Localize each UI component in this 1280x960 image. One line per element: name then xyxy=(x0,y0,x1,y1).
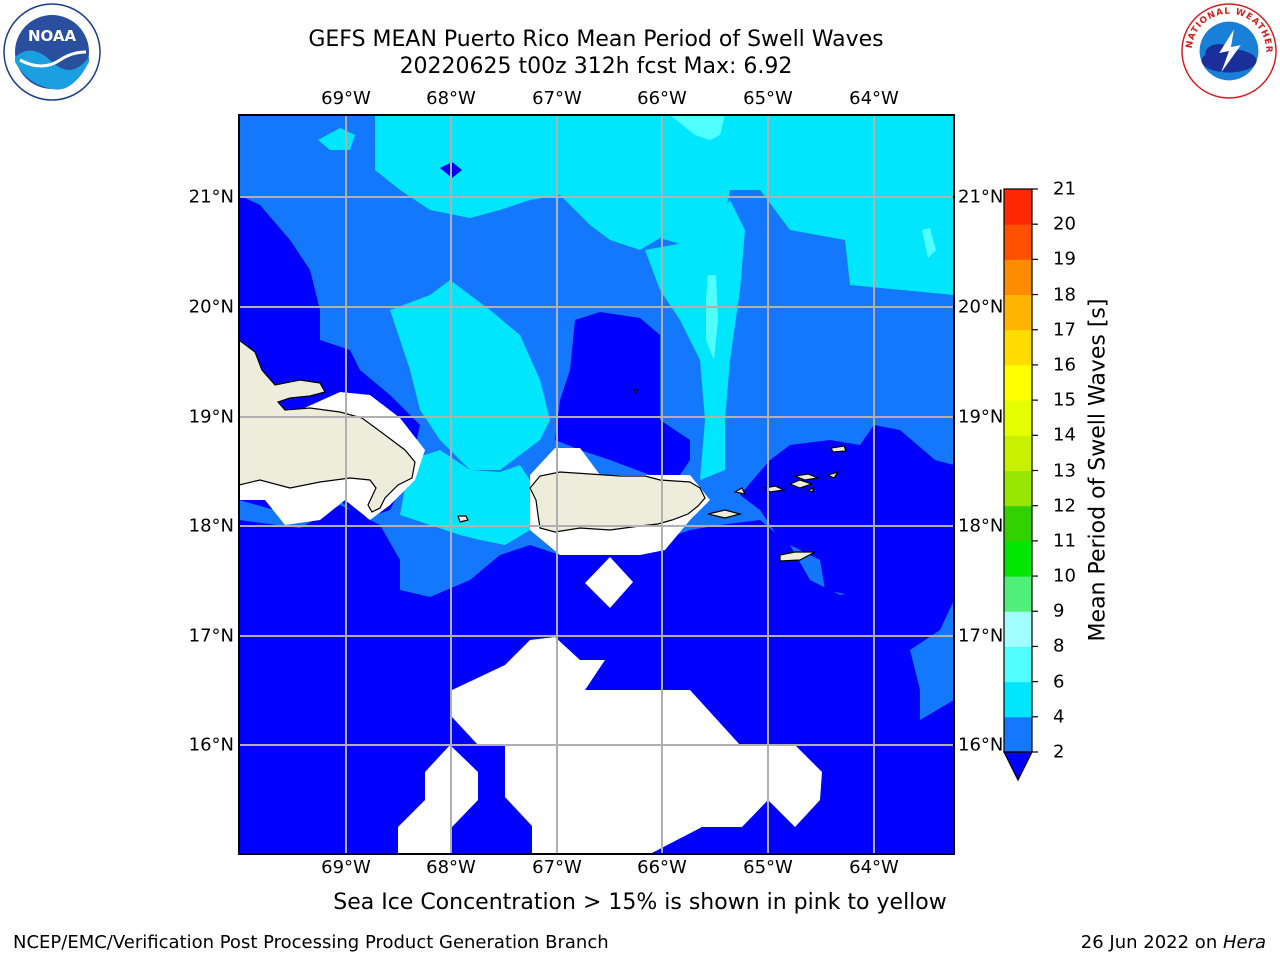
nws-logo: NATIONAL WEATHER SERVICE xyxy=(1180,2,1277,99)
lat-label-left-19n: 19°N xyxy=(188,406,234,428)
virgin-gorda xyxy=(826,470,840,479)
culebra xyxy=(733,487,747,495)
swell-period-field xyxy=(239,115,954,854)
map-subtitle: 20220625 t00z 312h fcst Max: 6.92 xyxy=(399,54,793,79)
colorbar-segments xyxy=(1004,189,1032,753)
colorbar-label: Mean Period of Swell Waves [s] xyxy=(1085,298,1111,642)
colorbar-segment xyxy=(1004,681,1032,718)
lon-label-top-64w: 64°W xyxy=(849,88,899,109)
field-6-8s-b xyxy=(706,275,718,360)
colorbar-tick-label: 19 xyxy=(1053,248,1076,270)
colorbar-segment xyxy=(1004,189,1032,225)
lon-label-top-68w: 68°W xyxy=(426,88,476,109)
lat-label-left-17n: 17°N xyxy=(188,625,234,647)
colorbar-segment xyxy=(1004,435,1032,471)
colorbar-under-triangle xyxy=(1004,752,1032,780)
lat-label-right-16n: 16°N xyxy=(958,734,1004,756)
lat-label-right-18n: 18°N xyxy=(958,515,1004,537)
lat-label-left-16n: 16°N xyxy=(188,734,234,756)
lon-label-bottom-67w: 67°W xyxy=(532,857,582,878)
lat-label-right-20n: 20°N xyxy=(958,296,1004,318)
footer-credit: NCEP/EMC/Verification Post Processing Pr… xyxy=(13,932,609,953)
lon-label-top-65w: 65°W xyxy=(743,88,793,109)
lon-label-top-69w: 69°W xyxy=(321,88,371,109)
colorbar-tick-label: 21 xyxy=(1053,178,1076,200)
mona-island xyxy=(457,515,469,523)
lon-label-bottom-68w: 68°W xyxy=(426,857,476,878)
noaa-logo: NOAA xyxy=(3,3,101,101)
st-croix xyxy=(779,551,816,562)
colorbar-segment xyxy=(1004,611,1032,647)
noaa-logo-text: NOAA xyxy=(28,27,77,45)
missing-small xyxy=(585,557,633,608)
colorbar-tick-label: 17 xyxy=(1053,319,1076,341)
field-6-8s-c xyxy=(922,228,936,258)
field-4-6s-west xyxy=(390,280,550,470)
field-6-8s xyxy=(670,115,725,140)
colorbar-tick-label: 11 xyxy=(1053,530,1076,552)
colorbar-tick-label: 15 xyxy=(1053,389,1076,411)
colorbar-tick-label: 16 xyxy=(1053,354,1076,376)
colorbar-tick-label: 18 xyxy=(1053,284,1076,306)
lat-label-left-18n: 18°N xyxy=(188,515,234,537)
map-frame xyxy=(238,114,955,855)
lat-label-right-19n: 19°N xyxy=(958,406,1004,428)
colorbar-segment xyxy=(1004,505,1032,542)
colorbar-segment xyxy=(1004,470,1032,507)
st-john xyxy=(788,479,814,489)
lon-label-top-66w: 66°W xyxy=(637,88,687,109)
footer-host: Hera xyxy=(1222,932,1266,953)
colorbar-segment xyxy=(1004,540,1032,577)
field-4-6s-north xyxy=(375,115,954,295)
colorbar-segment xyxy=(1004,224,1032,260)
colorbar-segment xyxy=(1004,329,1032,366)
lon-label-bottom-69w: 69°W xyxy=(321,857,371,878)
lon-label-top-67w: 67°W xyxy=(532,88,582,109)
field-4-6s-tongue xyxy=(645,200,745,480)
lon-label-bottom-64w: 64°W xyxy=(849,857,899,878)
colorbar-tick-label: 10 xyxy=(1053,565,1076,587)
map-title: GEFS MEAN Puerto Rico Mean Period of Swe… xyxy=(308,27,884,52)
tortola xyxy=(792,473,821,481)
sea-ice-note: Sea Ice Concentration > 15% is shown in … xyxy=(333,890,947,915)
lat-label-right-17n: 17°N xyxy=(958,625,1004,647)
footer-date: 26 Jun 2022 on Hera xyxy=(1081,932,1266,953)
colorbar-tick-label: 4 xyxy=(1053,706,1065,728)
colorbar-segment xyxy=(1004,259,1032,296)
colorbar-tick-label: 20 xyxy=(1053,213,1076,235)
colorbar-segment xyxy=(1004,716,1032,753)
anegada xyxy=(830,445,847,453)
missing-sw xyxy=(398,745,478,854)
lon-label-bottom-65w: 65°W xyxy=(743,857,793,878)
colorbar-segment xyxy=(1004,576,1032,612)
colorbar-tick-label: 6 xyxy=(1053,671,1065,693)
colorbar-tick-label: 12 xyxy=(1053,495,1076,517)
graticule xyxy=(239,115,954,854)
colorbar-tick-label: 2 xyxy=(1053,741,1065,763)
lon-label-bottom-66w: 66°W xyxy=(637,857,687,878)
field-4-6s-mona xyxy=(400,450,530,545)
lat-label-left-21n: 21°N xyxy=(188,186,234,208)
colorbar-tick-label: 8 xyxy=(1053,635,1065,657)
vieques xyxy=(707,509,743,519)
colorbar-tick-label: 13 xyxy=(1053,460,1076,481)
footer-date-text: 26 Jun 2022 on xyxy=(1080,932,1223,953)
colorbar-tick-label: 14 xyxy=(1053,424,1076,446)
field-lt2s-center xyxy=(555,312,690,475)
small-isle-b xyxy=(632,389,638,395)
lat-label-right-21n: 21°N xyxy=(958,186,1004,208)
colorbar-tick-label: 9 xyxy=(1053,600,1065,622)
colorbar xyxy=(1003,188,1038,782)
colorbar-segment xyxy=(1004,364,1032,401)
hispaniola-land xyxy=(239,339,416,513)
colorbar-segment xyxy=(1004,294,1032,331)
colorbar-segment xyxy=(1004,646,1032,683)
lat-label-left-20n: 20°N xyxy=(188,296,234,318)
colorbar-segment xyxy=(1004,400,1032,436)
small-isle-a xyxy=(806,486,816,493)
